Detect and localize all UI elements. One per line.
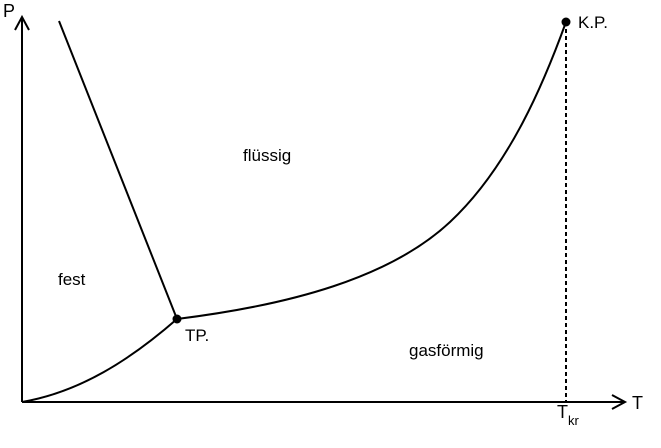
critical-temperature-label: Tkr [557,402,580,428]
y-axis-label: P [3,1,15,21]
sublimation-curve [21,318,178,403]
critical-point-label: K.P. [578,13,608,32]
critical-point-marker [561,17,571,27]
region-label-solid: fest [58,270,86,289]
x-axis-label: T [632,393,643,413]
region-label-liquid: flüssig [243,146,291,165]
critical-temperature-symbol: T [557,402,568,422]
melting-curve [58,20,178,320]
vaporization-curve [176,21,567,320]
y-axis-arrowhead [14,14,30,31]
triple-point-label: TP. [185,326,209,345]
region-label-gas: gasförmig [409,341,484,360]
critical-temperature-subscript: kr [568,413,580,428]
triple-point-marker [172,314,182,324]
x-axis-arrowhead [611,394,628,410]
